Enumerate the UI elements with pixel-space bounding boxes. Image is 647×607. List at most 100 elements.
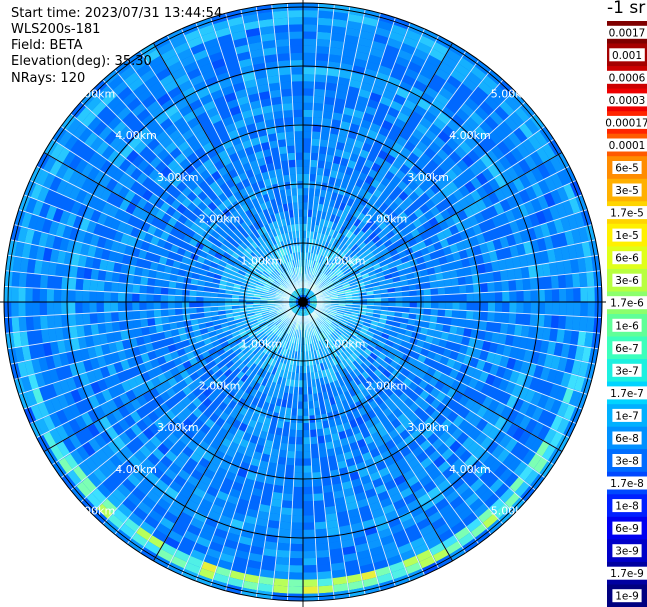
range-gate-cell [303, 501, 314, 509]
range-gate-cell [212, 473, 225, 485]
range-gate-cell [317, 280, 324, 287]
range-gate-cell [322, 477, 332, 486]
range-gate-cell [424, 129, 438, 142]
range-gate-cell [373, 33, 389, 45]
range-gate-cell [387, 373, 398, 383]
range-gate-cell [360, 511, 374, 522]
range-gate-cell [467, 440, 480, 455]
range-gate-cell [336, 346, 344, 354]
range-gate-cell [133, 507, 149, 521]
range-gate-cell [367, 464, 379, 475]
range-gate-cell [339, 157, 349, 167]
range-gate-cell [399, 42, 416, 55]
range-gate-cell [373, 226, 383, 236]
range-gate-cell [308, 306, 314, 312]
range-gate-cell [368, 194, 379, 204]
range-gate-cell [273, 317, 280, 323]
range-gate-cell [452, 176, 464, 189]
range-gate-cell [260, 361, 268, 370]
range-gate-cell [354, 336, 363, 344]
range-gate-cell [365, 376, 375, 385]
range-gate-cell [407, 278, 416, 286]
range-gate-cell [484, 493, 500, 508]
range-gate-cell [402, 296, 410, 302]
range-gate-cell [364, 135, 375, 146]
range-gate-cell [303, 216, 308, 224]
range-gate-cell [291, 81, 303, 89]
range-gate-cell [297, 308, 301, 316]
range-gate-cell [494, 188, 506, 202]
range-gate-cell [413, 511, 428, 524]
range-gate-cell [273, 336, 280, 344]
range-gate-cell [384, 547, 400, 560]
range-gate-cell [352, 235, 360, 244]
range-gate-cell [365, 367, 374, 376]
range-gate-cell [326, 317, 333, 323]
range-gate-cell [491, 332, 500, 343]
range-gate-cell [295, 444, 303, 452]
range-gate-cell [293, 479, 303, 488]
range-gate-cell [402, 216, 413, 227]
range-gate-cell [319, 362, 325, 371]
range-gate-cell [282, 325, 288, 332]
range-gate-cell [324, 161, 333, 170]
range-gate-cell [289, 38, 303, 47]
range-gate-cell [245, 339, 254, 347]
range-gate-cell [328, 228, 335, 237]
range-gate-cell [168, 462, 182, 475]
range-gate-cell [529, 277, 538, 290]
range-gate-cell [389, 561, 405, 573]
range-gate-cell [401, 285, 410, 292]
range-gate-cell [345, 93, 358, 103]
range-gate-cell [357, 221, 366, 230]
range-gate-cell [461, 218, 472, 230]
range-gate-cell [366, 305, 375, 310]
range-gate-cell [542, 444, 556, 461]
range-gate-cell [457, 382, 468, 395]
range-gate-cell [322, 339, 328, 347]
range-gate-cell [366, 98, 380, 110]
range-gate-cell [587, 302, 595, 317]
range-gate-cell [268, 349, 275, 358]
range-gate-cell [222, 356, 232, 365]
range-gate-cell [252, 451, 263, 461]
range-gate-cell [152, 448, 165, 461]
range-gate-cell [334, 224, 342, 233]
range-gate-cell [472, 348, 482, 359]
range-gate-cell [293, 387, 299, 395]
range-gate-cell [357, 316, 365, 322]
range-gate-cell [290, 550, 303, 559]
range-gate-cell [195, 368, 206, 378]
range-gate-cell [342, 173, 352, 183]
range-gate-cell [349, 281, 358, 287]
range-gate-cell [378, 373, 388, 383]
range-gate-cell [90, 324, 100, 336]
range-gate-cell [373, 514, 388, 526]
range-gate-cell [458, 184, 470, 197]
range-gate-cell [25, 302, 33, 317]
range-gate-cell [167, 505, 182, 518]
range-gate-cell [509, 370, 520, 384]
range-gate-cell [392, 62, 407, 75]
range-gate-cell [513, 127, 528, 143]
range-gate-cell [316, 254, 321, 263]
range-gate-cell [153, 418, 166, 431]
range-gate-cell [541, 143, 556, 160]
range-gate-cell [323, 96, 335, 106]
range-gate-cell [264, 355, 271, 364]
range-gate-cell [257, 359, 265, 368]
range-gate-cell [325, 190, 333, 199]
range-gate-cell [262, 327, 270, 334]
range-gate-cell [318, 325, 324, 332]
range-gate-cell [371, 508, 385, 519]
range-gate-cell [126, 441, 139, 455]
range-gate-cell [556, 260, 565, 275]
range-gate-cell [424, 86, 439, 99]
range-gate-cell [428, 468, 442, 481]
range-gate-cell [303, 557, 317, 566]
range-gate-cell [311, 457, 321, 466]
range-gate-cell [246, 328, 254, 334]
range-gate-cell [196, 296, 204, 302]
range-gate-cell [491, 215, 503, 228]
range-gate-cell [504, 472, 519, 488]
